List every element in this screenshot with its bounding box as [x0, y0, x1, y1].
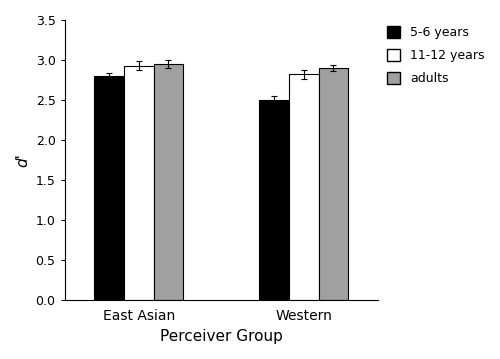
Bar [289, 74, 318, 300]
X-axis label: Perceiver Group: Perceiver Group [160, 329, 282, 344]
Bar [94, 76, 124, 300]
Bar [259, 100, 289, 300]
Y-axis label: d': d' [15, 153, 30, 167]
Legend: 5-6 years, 11-12 years, adults: 5-6 years, 11-12 years, adults [388, 26, 484, 85]
Bar [124, 66, 154, 300]
Bar [318, 68, 348, 300]
Bar [154, 64, 184, 300]
